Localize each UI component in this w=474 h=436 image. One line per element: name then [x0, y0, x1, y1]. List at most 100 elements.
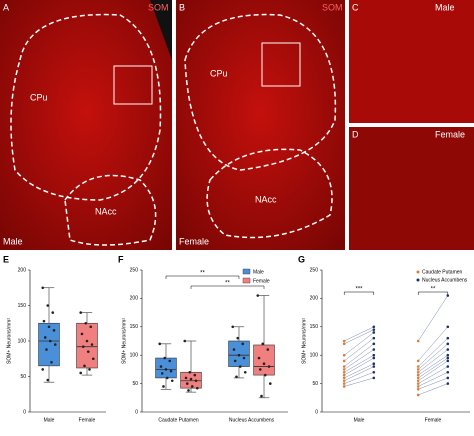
- data-point: [79, 311, 83, 314]
- data-point: [446, 359, 450, 363]
- data-point: [372, 356, 376, 360]
- data-point: [46, 304, 50, 307]
- data-point: [372, 362, 376, 366]
- data-point: [416, 359, 420, 363]
- bracket: [190, 285, 265, 289]
- data-point: [416, 339, 420, 343]
- y-tick-label: 0: [135, 409, 138, 415]
- data-point: [342, 368, 346, 371]
- data-point: [416, 368, 420, 371]
- data-point: [193, 373, 197, 377]
- legend-label: Male: [253, 269, 264, 275]
- y-tick-label: 200: [310, 296, 319, 302]
- y-tick-label: 150: [130, 324, 139, 330]
- region-label: NAcc: [95, 206, 117, 216]
- significance: **: [200, 271, 205, 277]
- panel-letter: G: [298, 254, 305, 264]
- x-tick-label: Male: [354, 417, 365, 423]
- data-point: [446, 348, 450, 351]
- data-point: [160, 372, 164, 375]
- data-point: [85, 339, 89, 343]
- sex-label: Female: [179, 236, 209, 246]
- pair-line: [344, 326, 374, 342]
- y-tick-label: 50: [20, 374, 26, 380]
- region-label: NAcc: [255, 194, 277, 204]
- pair-line: [344, 363, 374, 379]
- data-point: [195, 386, 199, 390]
- panel-letter: A: [3, 2, 9, 12]
- data-point: [342, 342, 346, 346]
- box: [76, 322, 98, 369]
- data-point: [342, 359, 346, 363]
- legend-marker: [416, 270, 420, 274]
- data-point: [256, 294, 260, 297]
- significance: **: [225, 281, 230, 287]
- data-point: [83, 364, 86, 368]
- data-point: [80, 332, 84, 336]
- pair-line: [418, 326, 448, 362]
- sex-label: Female: [435, 129, 465, 139]
- data-point: [372, 353, 376, 357]
- y-tick-label: 0: [315, 409, 318, 415]
- y-tick-label: 150: [18, 303, 27, 309]
- data-point: [52, 329, 56, 332]
- panel-letter: F: [118, 254, 124, 264]
- data-point: [42, 319, 46, 323]
- panel-letter: B: [179, 2, 185, 12]
- pair-line: [344, 332, 374, 356]
- panel-letter: D: [352, 129, 359, 139]
- y-tick-label: 250: [130, 267, 139, 273]
- data-point: [446, 353, 450, 357]
- data-point: [446, 376, 450, 380]
- data-point: [242, 356, 246, 360]
- data-point: [342, 385, 346, 388]
- y-axis-label: SOM+ Neurons/mm²: [6, 318, 12, 364]
- data-point: [53, 343, 57, 346]
- region-label: CPu: [30, 92, 48, 102]
- data-point: [236, 336, 240, 340]
- x-tick-label: Caudate Putamen: [158, 417, 199, 423]
- data-point: [416, 370, 420, 374]
- box: [155, 357, 177, 379]
- data-point: [416, 387, 420, 391]
- data-point: [183, 339, 187, 343]
- data-point: [446, 294, 450, 297]
- bracket: [343, 291, 375, 295]
- data-point: [342, 353, 346, 357]
- data-point: [372, 370, 376, 374]
- panel-d: D Female: [349, 127, 474, 250]
- data-point: [243, 370, 247, 374]
- pair-line: [418, 337, 448, 367]
- data-point: [257, 356, 261, 360]
- data-point: [238, 365, 242, 368]
- data-point: [158, 342, 162, 346]
- data-point: [50, 361, 53, 364]
- pair-line: [344, 337, 374, 362]
- pair-line: [418, 343, 448, 370]
- data-point: [342, 376, 346, 380]
- data-point: [164, 368, 168, 371]
- data-point: [159, 365, 163, 368]
- y-tick-label: 100: [130, 353, 139, 359]
- data-point: [43, 336, 47, 339]
- data-point: [258, 368, 262, 371]
- data-point: [189, 377, 193, 381]
- pair-line: [418, 360, 448, 381]
- data-point: [446, 325, 450, 329]
- data-point: [372, 331, 376, 334]
- data-point: [446, 370, 450, 374]
- panel-c: C Male: [349, 0, 474, 123]
- pair-line: [417, 295, 449, 342]
- y-tick-label: 150: [310, 324, 319, 330]
- data-point: [46, 378, 50, 382]
- data-point: [165, 376, 169, 380]
- legend-label: Female: [253, 278, 270, 284]
- data-point: [190, 385, 194, 388]
- data-point: [261, 342, 265, 346]
- x-tick-label: Male: [44, 417, 55, 423]
- pair-line: [418, 354, 448, 376]
- data-point: [342, 339, 346, 343]
- panel-letter: E: [3, 254, 9, 264]
- pair-line: [418, 383, 448, 396]
- data-point: [88, 368, 91, 371]
